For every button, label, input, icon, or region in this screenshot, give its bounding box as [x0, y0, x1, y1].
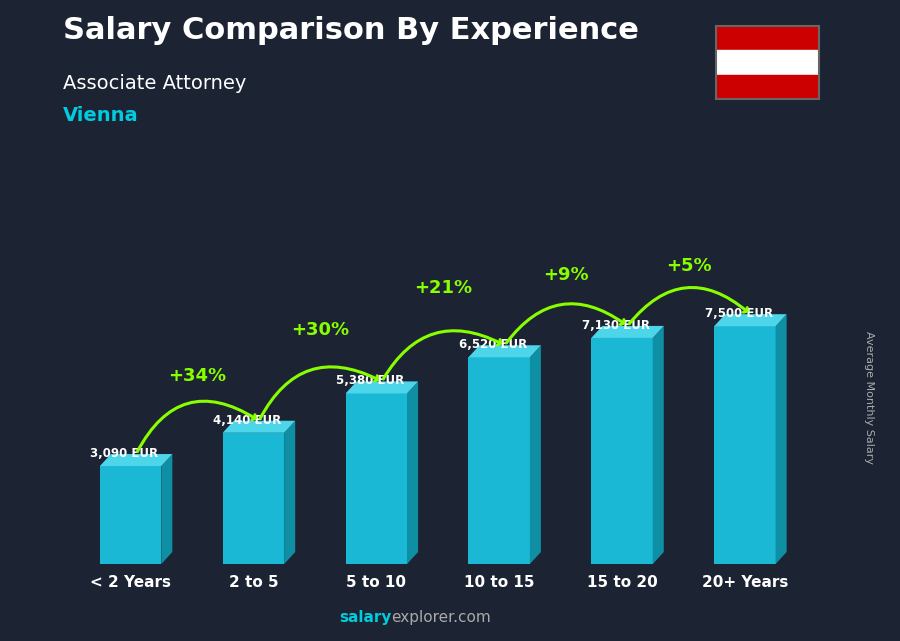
FancyArrowPatch shape: [383, 331, 500, 379]
Polygon shape: [714, 314, 787, 326]
Polygon shape: [468, 345, 541, 357]
Polygon shape: [346, 394, 407, 564]
Polygon shape: [100, 466, 161, 564]
Text: Associate Attorney: Associate Attorney: [63, 74, 247, 93]
Text: Vienna: Vienna: [63, 106, 139, 125]
Text: 7,500 EUR: 7,500 EUR: [705, 307, 773, 320]
Text: explorer.com: explorer.com: [392, 610, 491, 625]
Text: Average Monthly Salary: Average Monthly Salary: [863, 331, 874, 464]
Bar: [716, 50, 819, 75]
Bar: [716, 75, 819, 99]
FancyArrowPatch shape: [260, 367, 378, 419]
Polygon shape: [530, 345, 541, 564]
Polygon shape: [222, 433, 284, 564]
Polygon shape: [346, 381, 419, 394]
Polygon shape: [407, 381, 418, 564]
Polygon shape: [468, 357, 530, 564]
Text: +5%: +5%: [666, 257, 712, 275]
Text: +9%: +9%: [544, 266, 589, 284]
Text: salary: salary: [339, 610, 392, 625]
Polygon shape: [714, 326, 776, 564]
Polygon shape: [100, 454, 172, 466]
Polygon shape: [591, 326, 664, 338]
Polygon shape: [222, 420, 295, 433]
Text: 6,520 EUR: 6,520 EUR: [459, 338, 527, 351]
Text: +30%: +30%: [292, 321, 349, 339]
Polygon shape: [161, 454, 172, 564]
Text: Salary Comparison By Experience: Salary Comparison By Experience: [63, 16, 639, 45]
FancyArrowPatch shape: [138, 401, 255, 451]
FancyArrowPatch shape: [629, 287, 747, 324]
Text: 4,140 EUR: 4,140 EUR: [213, 413, 282, 427]
Text: +21%: +21%: [414, 279, 472, 297]
Text: 3,090 EUR: 3,090 EUR: [90, 447, 158, 460]
Text: +34%: +34%: [168, 367, 227, 385]
Text: 5,380 EUR: 5,380 EUR: [336, 374, 404, 387]
Polygon shape: [776, 314, 787, 564]
Text: 7,130 EUR: 7,130 EUR: [582, 319, 650, 332]
Polygon shape: [652, 326, 664, 564]
Bar: [716, 26, 819, 50]
Polygon shape: [591, 338, 652, 564]
Polygon shape: [284, 420, 295, 564]
FancyArrowPatch shape: [507, 304, 624, 343]
